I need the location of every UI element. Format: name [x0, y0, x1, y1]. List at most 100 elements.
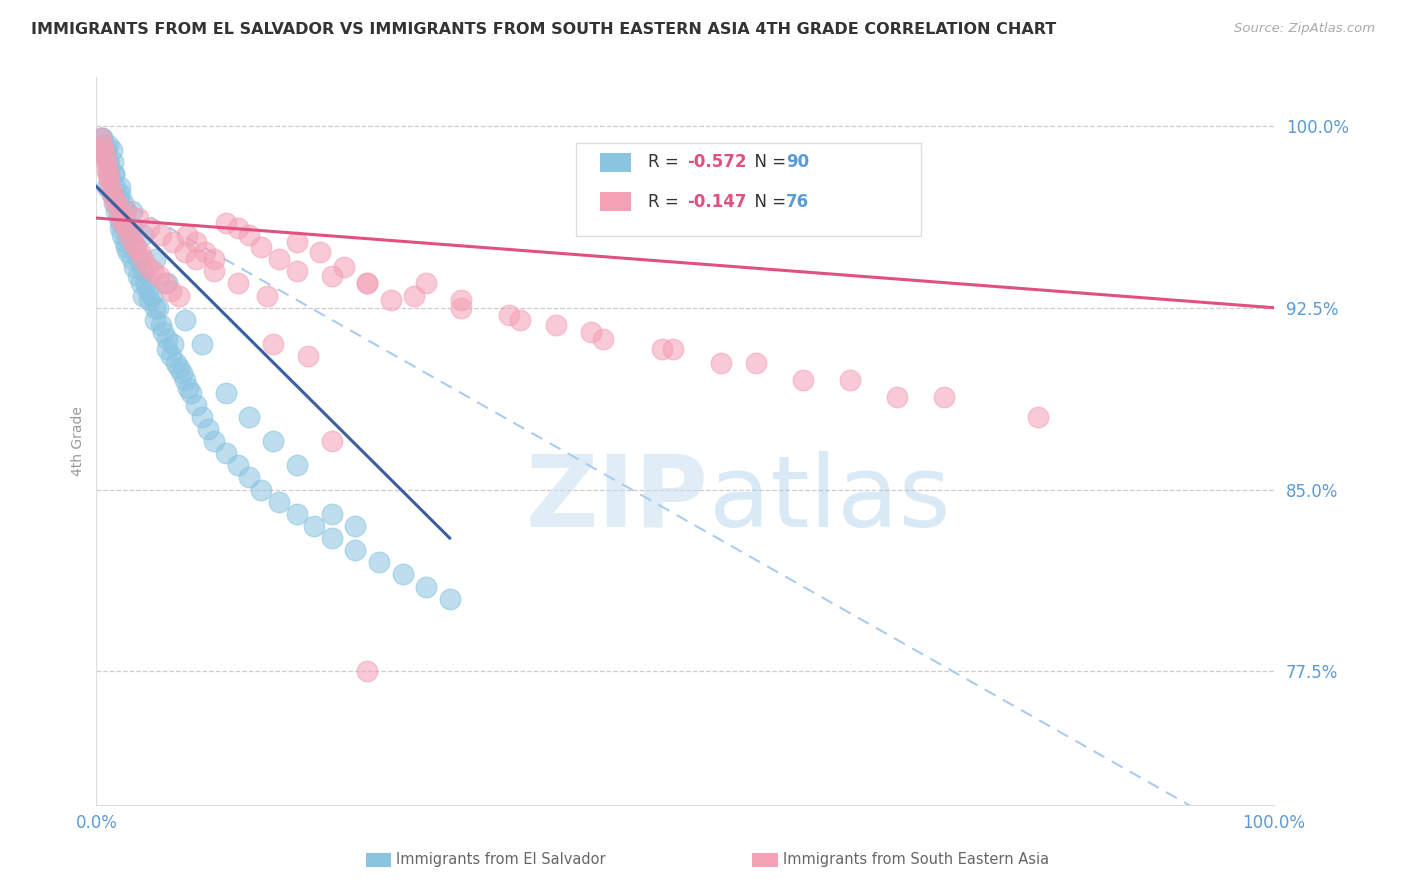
Point	[136, 284, 159, 298]
Point	[94, 143, 117, 157]
Point	[110, 216, 132, 230]
Point	[97, 168, 120, 182]
Text: ZIP: ZIP	[526, 450, 709, 548]
Point	[122, 260, 145, 274]
Point	[112, 196, 135, 211]
Point	[96, 162, 118, 177]
Point	[100, 172, 122, 186]
Text: IMMIGRANTS FROM EL SALVADOR VS IMMIGRANTS FROM SOUTH EASTERN ASIA 4TH GRADE CORR: IMMIGRANTS FROM EL SALVADOR VS IMMIGRANT…	[31, 22, 1056, 37]
Point	[579, 325, 602, 339]
Point	[404, 288, 426, 302]
Point	[415, 277, 437, 291]
Point	[138, 293, 160, 308]
Point	[97, 155, 120, 169]
Point	[152, 325, 174, 339]
Text: 90: 90	[786, 153, 808, 171]
Point	[153, 277, 176, 291]
Point	[285, 458, 308, 473]
Point	[745, 356, 768, 370]
Point	[125, 240, 148, 254]
Point	[129, 244, 152, 259]
Point	[344, 543, 367, 558]
Text: Immigrants from El Salvador: Immigrants from El Salvador	[396, 853, 606, 867]
Point	[380, 293, 402, 308]
Point	[121, 252, 143, 267]
Text: R =: R =	[648, 193, 685, 211]
Point	[129, 277, 152, 291]
Point	[128, 252, 150, 267]
Y-axis label: 4th Grade: 4th Grade	[72, 406, 86, 476]
Point	[162, 337, 184, 351]
Point	[97, 155, 120, 169]
Point	[332, 260, 354, 274]
Point	[143, 252, 166, 267]
Point	[356, 277, 378, 291]
Point	[121, 203, 143, 218]
Point	[136, 260, 159, 274]
Point	[146, 301, 169, 315]
Point	[172, 366, 194, 380]
Point	[544, 318, 567, 332]
Text: 76: 76	[786, 193, 808, 211]
Point	[302, 519, 325, 533]
Point	[132, 264, 155, 278]
Point	[368, 555, 391, 569]
Point	[143, 313, 166, 327]
Point	[186, 235, 208, 250]
Point	[110, 211, 132, 225]
Point	[356, 277, 378, 291]
Point	[90, 131, 112, 145]
Point	[132, 252, 155, 267]
Point	[197, 422, 219, 436]
Point	[662, 342, 685, 356]
Text: -0.147: -0.147	[688, 193, 747, 211]
Point	[498, 308, 520, 322]
Point	[194, 244, 217, 259]
Point	[450, 301, 472, 315]
Point	[202, 252, 225, 267]
Point	[344, 519, 367, 533]
Point	[97, 138, 120, 153]
Point	[91, 138, 114, 153]
Point	[176, 227, 198, 242]
Point	[839, 374, 862, 388]
Point	[262, 337, 284, 351]
Point	[108, 220, 131, 235]
Point	[141, 288, 163, 302]
Point	[180, 385, 202, 400]
Point	[156, 332, 179, 346]
Point	[792, 374, 814, 388]
Point	[159, 349, 181, 363]
Point	[439, 591, 461, 606]
Point	[132, 227, 155, 242]
Point	[112, 216, 135, 230]
Point	[285, 235, 308, 250]
Point	[215, 446, 238, 460]
Point	[391, 567, 413, 582]
Point	[103, 196, 125, 211]
Point	[267, 252, 290, 267]
Point	[118, 227, 141, 242]
Point	[114, 203, 136, 218]
Point	[127, 269, 149, 284]
Point	[321, 434, 343, 448]
Point	[101, 155, 124, 169]
Point	[238, 409, 260, 424]
Point	[173, 374, 195, 388]
Point	[100, 143, 122, 157]
Text: Source: ZipAtlas.com: Source: ZipAtlas.com	[1234, 22, 1375, 36]
Point	[162, 235, 184, 250]
Point	[156, 342, 179, 356]
Point	[592, 332, 614, 346]
Point	[450, 293, 472, 308]
Point	[651, 342, 673, 356]
Point	[226, 220, 249, 235]
Text: N =: N =	[744, 193, 792, 211]
Text: N =: N =	[744, 153, 792, 171]
Point	[114, 235, 136, 250]
Point	[94, 143, 117, 157]
Point	[103, 192, 125, 206]
Point	[96, 179, 118, 194]
Point	[93, 143, 115, 157]
Point	[238, 470, 260, 484]
